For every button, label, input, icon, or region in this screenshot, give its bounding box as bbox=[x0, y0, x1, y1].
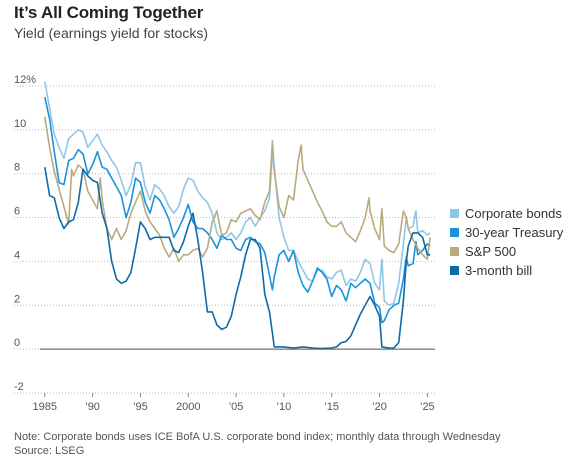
legend-item-3-month-bill: 3-month bill bbox=[450, 261, 563, 280]
legend-label-sp-500: S&P 500 bbox=[465, 244, 517, 259]
series-lines bbox=[44, 81, 431, 350]
y-tick-label: 2 bbox=[14, 293, 20, 305]
series-line-3-month-bill bbox=[44, 166, 431, 350]
series-line-sp-500 bbox=[44, 116, 431, 263]
legend-item-30-year-treasury: 30-year Treasury bbox=[450, 223, 563, 242]
chart-subtitle: Yield (earnings yield for stocks) bbox=[14, 25, 209, 41]
y-tick-label: -2 bbox=[14, 381, 24, 393]
y-tick-label: 10 bbox=[14, 118, 26, 130]
legend-swatch-corporate-bonds bbox=[450, 209, 459, 218]
footnote: Note: Corporate bonds uses ICE BofA U.S.… bbox=[14, 430, 501, 458]
legend-item-corporate-bonds: Corporate bonds bbox=[450, 204, 563, 223]
x-tick-label: ’05 bbox=[229, 401, 244, 413]
x-axis-tick-labels: 1985 ’90 ’95 2000 ’05 ’10 ’15 ’20 ’25 bbox=[33, 393, 435, 413]
y-tick-label: 8 bbox=[14, 162, 20, 174]
grid-lines bbox=[14, 85, 435, 394]
series-line-corporate-bonds bbox=[44, 81, 431, 307]
x-tick-label: ’95 bbox=[133, 401, 148, 413]
x-tick-label: 2000 bbox=[176, 401, 200, 413]
legend-label-3-month-bill: 3-month bill bbox=[465, 263, 533, 278]
x-tick-label: ’15 bbox=[324, 401, 339, 413]
x-tick-label: 1985 bbox=[33, 401, 57, 413]
legend-swatch-30-year-treasury bbox=[450, 228, 459, 237]
legend-label-30-year-treasury: 30-year Treasury bbox=[465, 225, 564, 240]
legend-item-sp-500: S&P 500 bbox=[450, 242, 563, 261]
y-axis-tick-labels: 12% 10 8 6 4 2 0 -2 bbox=[14, 74, 36, 393]
x-tick-label: ’20 bbox=[372, 401, 387, 413]
legend: Corporate bonds 30-year Treasury S&P 500… bbox=[450, 204, 563, 280]
legend-label-corporate-bonds: Corporate bonds bbox=[465, 206, 562, 221]
footnote-source: Source: LSEG bbox=[14, 445, 85, 457]
series-line-30-year-treasury bbox=[44, 96, 431, 324]
y-tick-label: 12% bbox=[14, 74, 36, 86]
x-tick-label: ’25 bbox=[420, 401, 435, 413]
legend-swatch-sp-500 bbox=[450, 247, 459, 256]
x-tick-label: ’10 bbox=[277, 401, 292, 413]
y-tick-label: 4 bbox=[14, 249, 20, 261]
y-tick-label: 6 bbox=[14, 206, 20, 218]
y-tick-label: 0 bbox=[14, 337, 20, 349]
chart-title: It’s All Coming Together bbox=[14, 3, 204, 22]
legend-swatch-3-month-bill bbox=[450, 266, 459, 275]
footnote-note: Note: Corporate bonds uses ICE BofA U.S.… bbox=[14, 431, 501, 443]
x-tick-label: ’90 bbox=[85, 401, 100, 413]
